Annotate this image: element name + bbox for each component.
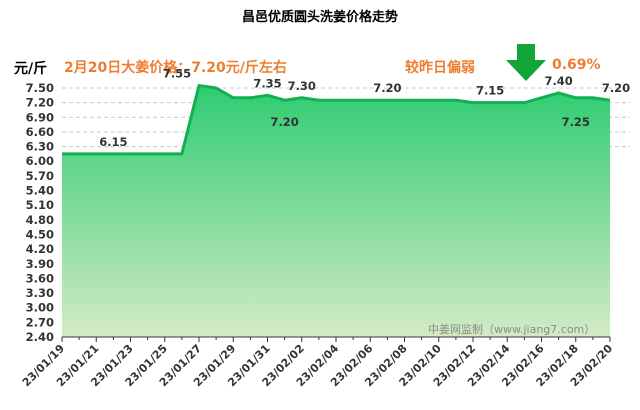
- data-label: 7.55: [163, 67, 191, 81]
- y-tick-label: 5.40: [26, 184, 54, 198]
- y-tick-label: 3.30: [26, 286, 54, 300]
- y-tick-label: 6.00: [26, 154, 54, 168]
- data-label: 6.15: [99, 135, 127, 149]
- y-tick-label: 7.50: [26, 81, 54, 95]
- y-tick-label: 6.60: [26, 125, 54, 139]
- data-label: 7.35: [253, 76, 281, 90]
- data-labels: 6.15 7.55 7.35 7.20 7.30 7.20 7.15 7.40 7.25 7.20: [99, 67, 630, 149]
- y-tick-label: 3.00: [26, 301, 54, 315]
- y-tick-label: 5.10: [26, 198, 54, 212]
- y-tick-label: 6.30: [26, 140, 54, 154]
- y-axis-unit: 元/斤: [14, 61, 48, 77]
- area-fill: [62, 85, 610, 337]
- data-label: 7.15: [476, 84, 504, 98]
- y-tick-label: 2.70: [26, 315, 54, 329]
- data-label: 7.25: [562, 115, 590, 129]
- watermark: 中姜网监制（www.jiang7.com）: [428, 322, 595, 336]
- y-axis: 7.507.206.906.606.306.005.705.405.104.80…: [26, 81, 54, 344]
- y-tick-label: 7.20: [26, 96, 54, 110]
- y-tick-label: 5.70: [26, 169, 54, 183]
- data-label: 7.20: [270, 115, 298, 129]
- y-tick-label: 4.80: [26, 213, 54, 227]
- y-tick-label: 3.90: [26, 257, 54, 271]
- data-label: 7.20: [602, 81, 630, 95]
- y-tick-label: 4.50: [26, 227, 54, 241]
- y-tick-label: 3.60: [26, 271, 54, 285]
- y-tick-label: 4.20: [26, 242, 54, 256]
- y-tick-label: 2.40: [26, 330, 54, 344]
- y-tick-label: 6.90: [26, 110, 54, 124]
- chart-title: 昌邑优质圆头洗姜价格走势: [241, 10, 398, 25]
- price-headline: 2月20日大姜价格：7.20元/斤左右: [64, 60, 287, 76]
- down-arrow-icon: [506, 44, 546, 81]
- price-line: [62, 84, 611, 156]
- x-axis: 23/01/1923/01/2123/01/2323/01/2523/01/27…: [20, 336, 615, 389]
- change-label: 较昨日偏弱: [405, 60, 475, 76]
- data-label: 7.30: [288, 79, 316, 93]
- data-label: 7.20: [373, 81, 401, 95]
- change-value: 0.69%: [552, 57, 601, 73]
- data-label: 7.40: [544, 74, 572, 88]
